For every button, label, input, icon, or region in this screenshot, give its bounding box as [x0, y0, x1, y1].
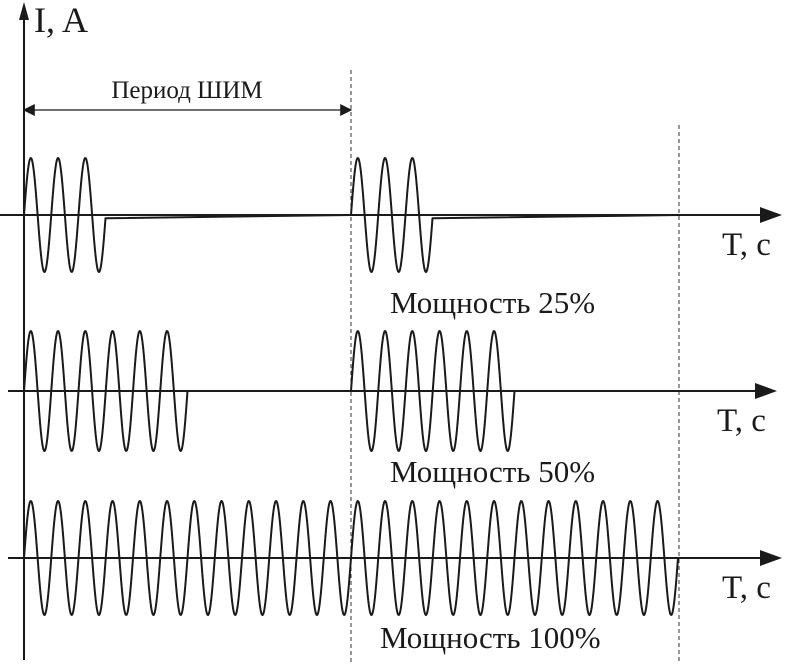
current-waveform	[23, 330, 678, 452]
time-axis-arrow-icon	[760, 550, 782, 566]
power-label: Мощность 100%	[380, 620, 601, 655]
time-axis-label: T, c	[722, 570, 771, 606]
waveform-row-50: T, c Мощность 50%	[8, 330, 777, 489]
time-axis-label: T, c	[722, 227, 771, 263]
waveform-row-25: T, c Мощность 25%	[0, 157, 782, 320]
y-axis-arrow-icon	[19, 2, 29, 20]
power-label: Мощность 50%	[390, 454, 595, 489]
y-axis-title: I, A	[34, 0, 88, 40]
current-waveform	[23, 157, 679, 273]
time-axis-arrow-icon	[760, 207, 782, 223]
period-label: Период ШИМ	[111, 77, 262, 104]
time-axis-label: T, c	[717, 403, 766, 439]
waveform-row-100: T, c Мощность 100%	[8, 500, 782, 655]
time-axis-arrow-icon	[755, 383, 777, 399]
current-waveform	[23, 500, 679, 616]
power-label: Мощность 25%	[390, 285, 595, 320]
